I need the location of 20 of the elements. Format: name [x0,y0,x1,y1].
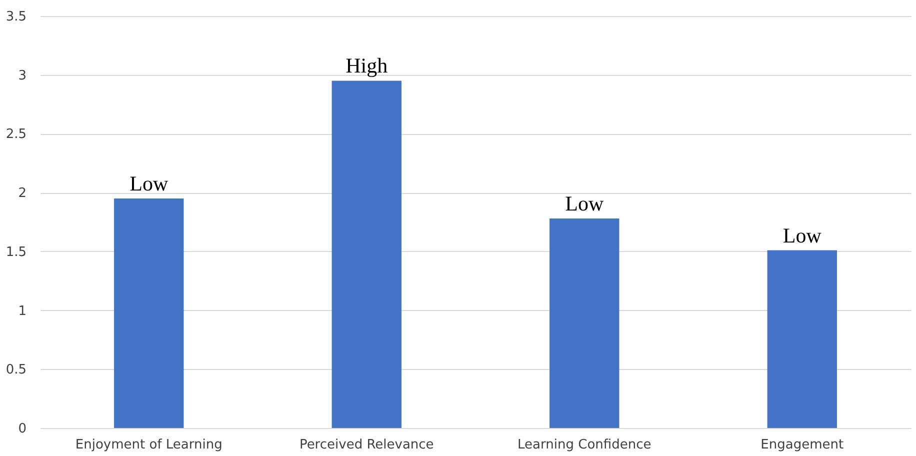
data-label: Low [565,191,604,216]
y-tick-label: 0.5 [6,362,26,378]
y-tick-label: 2 [18,186,26,202]
y-tick-label: 0 [18,422,26,436]
data-label: Low [130,171,169,196]
y-tick-label: 1.5 [6,244,26,260]
bar [332,80,402,428]
x-tick-label: Engagement [760,438,844,452]
bar [550,218,620,428]
x-tick-label: Learning Confidence [518,438,652,452]
x-tick-label: Perceived Relevance [299,438,434,452]
data-label: High [346,54,388,78]
y-tick-label: 1 [18,304,26,319]
y-tick-label: 3 [18,68,26,84]
x-tick-label: Enjoyment of Learning [75,438,222,452]
y-tick-label: 2.5 [6,127,26,142]
data-label: Low [782,223,822,248]
bar [767,250,837,428]
y-tick-label: 3.5 [6,10,26,24]
bar [114,198,184,428]
